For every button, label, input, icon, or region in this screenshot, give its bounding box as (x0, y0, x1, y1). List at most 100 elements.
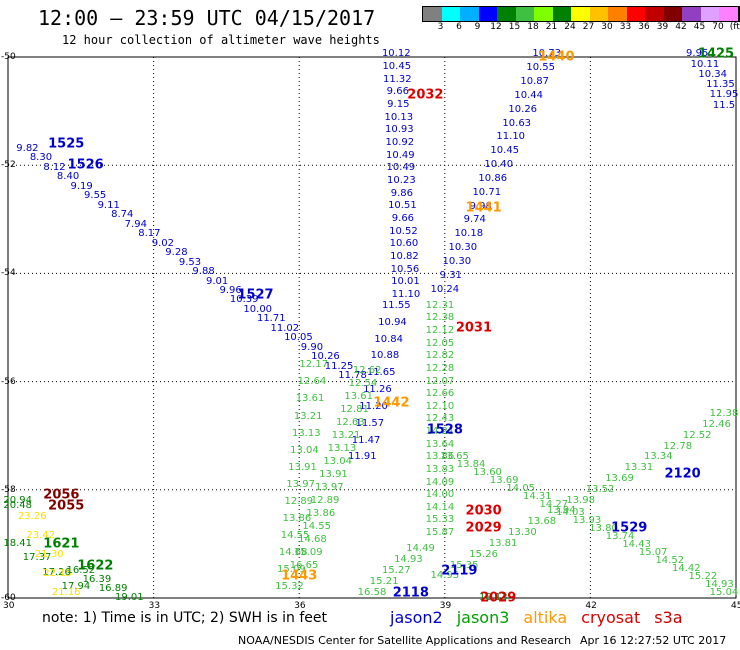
wave-height-value: 16.89 (98, 582, 128, 594)
wave-height-value: 16.39 (82, 573, 112, 585)
wave-height-value: 10.39 (229, 294, 259, 306)
wave-height-value: 11.10 (496, 131, 526, 143)
wave-height-value: 9.66 (391, 213, 415, 224)
wave-height-value: 14.14 (425, 501, 455, 513)
wave-height-value: 10.26 (508, 103, 538, 115)
wave-height-value: 11.71 (256, 313, 286, 325)
wave-height-value: 10.23 (387, 175, 416, 186)
wave-height-value: 12.46 (702, 418, 731, 430)
pass-id-label: 1621 (43, 536, 80, 552)
wave-height-value: 13.97 (314, 481, 344, 493)
lon-label: 30 (3, 601, 15, 611)
wave-height-value: 10.71 (472, 186, 502, 198)
wave-height-value: 13.94 (546, 505, 576, 517)
color-swatch (700, 7, 719, 21)
wave-height-value: 13.84 (456, 459, 486, 471)
wave-height-value: 15.09 (277, 564, 306, 576)
wave-height-value: 10.93 (385, 124, 414, 136)
wave-height-value: 13.13 (291, 427, 321, 439)
wave-height-value: 10.94 (378, 316, 407, 328)
color-scale-label: 18 (527, 22, 539, 32)
pass-id-label: 2056 (43, 487, 80, 503)
wave-height-value: 13.65 (440, 451, 469, 463)
wave-height-value: 15.09 (293, 546, 323, 558)
credit-line: NOAA/NESDIS Center for Satellite Applica… (238, 634, 572, 647)
color-scale-label: (ft) (729, 22, 740, 32)
wave-height-value: 12.62 (352, 364, 382, 376)
wave-height-value: 18.13 (479, 592, 508, 603)
wave-height-value: 12.28 (425, 362, 455, 374)
color-swatch (589, 7, 608, 21)
wave-height-value: 11.5 (712, 99, 736, 111)
pass-id-label: 2118 (392, 585, 429, 601)
color-scale-label: 42 (675, 22, 687, 32)
wave-height-value: 13.64 (425, 438, 455, 450)
wave-height-value: 14.27 (539, 499, 569, 511)
page-subtitle: 12 hour collection of altimeter wave hei… (62, 33, 380, 47)
footnote: note: 1) Time is in UTC; 2) SWH is in fe… (42, 610, 328, 626)
wave-height-value: 13.86 (282, 512, 312, 524)
wave-height-value: 10.86 (478, 172, 508, 184)
wave-height-value: 13.83 (425, 463, 455, 475)
color-swatch (497, 7, 516, 21)
wave-height-value: 16.58 (357, 586, 387, 598)
wave-height-value: 15.35 (449, 559, 479, 571)
wave-height-value: 10.05 (284, 332, 313, 344)
color-swatch (645, 7, 664, 21)
pass-id-label: 1442 (373, 395, 410, 411)
wave-height-value: 14.55 (302, 520, 331, 532)
lon-label: 45 (731, 601, 740, 611)
wave-height-value: 13.31 (624, 462, 654, 474)
wave-height-value: 11.78 (338, 370, 367, 382)
wave-height-value: 15.22 (688, 570, 718, 582)
wave-height-value: 14.68 (278, 547, 308, 559)
wave-height-value: 13.61 (344, 390, 374, 402)
legend-entry-s3a: s3a (654, 608, 683, 627)
wave-height-value: 11.25 (324, 360, 354, 372)
wave-height-value: 12.63 (335, 416, 365, 428)
wave-height-value: 8.30 (29, 152, 53, 164)
wave-height-value: 13.21 (293, 410, 323, 422)
wave-height-value: 10.52 (389, 225, 418, 237)
wave-height-value: 9.28 (165, 247, 188, 259)
color-scale-label: 36 (638, 22, 650, 32)
lon-label: 36 (294, 601, 306, 611)
wave-height-value: 11.35 (706, 79, 735, 91)
map-frame (7, 56, 737, 599)
wave-height-value: 10.73 (532, 48, 562, 60)
lat-label: -58 (1, 484, 16, 495)
color-scale-label: 21 (545, 22, 558, 32)
lat-label: -56 (1, 376, 16, 387)
color-swatch (626, 7, 645, 21)
wave-height-value: 13.97 (286, 478, 316, 490)
wave-height-value: 15.32 (275, 581, 304, 593)
wave-height-value: 12.54 (348, 377, 378, 389)
pass-id-label: 2031 (455, 320, 492, 335)
pass-id-label: 1443 (281, 568, 318, 584)
wave-height-value: 21.16 (51, 586, 81, 598)
wave-height-value: 12.66 (425, 388, 455, 400)
color-swatch (608, 7, 627, 21)
wave-height-value: 11.47 (351, 434, 381, 446)
wave-height-value: 13.81 (488, 537, 518, 549)
wave-height-value: 11.55 (381, 299, 411, 311)
wave-height-value: 12.89 (284, 495, 314, 507)
wave-height-value: 15.87 (425, 527, 455, 539)
lon-label: 42 (585, 601, 597, 611)
color-swatch (571, 7, 590, 21)
wave-height-value: 9.95 (686, 48, 709, 60)
wave-height-value: 12.52 (682, 429, 712, 441)
wave-height-value: 9.74 (463, 214, 486, 226)
wave-height-value: 10.88 (370, 350, 400, 362)
color-scale-label: 24 (564, 22, 576, 32)
pass-id-label: 1441 (465, 200, 502, 216)
pass-id-label: 1527 (237, 287, 274, 303)
wave-height-value: 11.57 (355, 417, 385, 429)
wave-height-value: 18.41 (3, 537, 33, 549)
color-swatch (423, 7, 442, 21)
page-title: 12:00 – 23:59 UTC 04/15/2017 (38, 6, 376, 30)
color-swatch (663, 7, 682, 21)
wave-height-value: 11.91 (347, 451, 377, 463)
wave-height-value: 12.89 (310, 494, 340, 506)
